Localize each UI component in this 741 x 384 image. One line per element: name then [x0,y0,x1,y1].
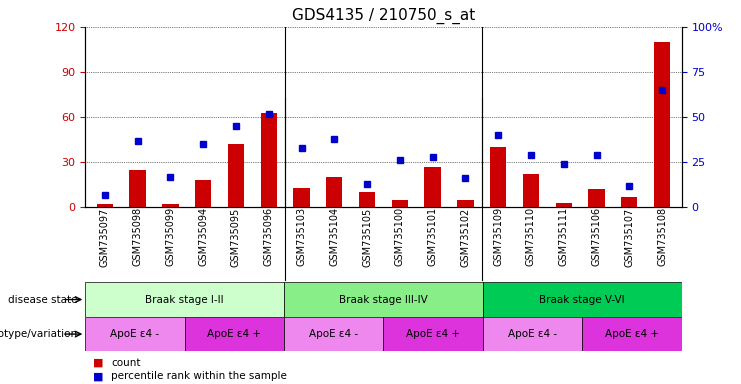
Text: GSM735102: GSM735102 [460,207,471,266]
Text: disease state: disease state [8,295,78,305]
Text: Braak stage III-IV: Braak stage III-IV [339,295,428,305]
Text: GSM735103: GSM735103 [296,207,307,266]
Bar [392,200,408,207]
Text: GSM735096: GSM735096 [264,207,273,266]
Text: GSM735104: GSM735104 [329,207,339,266]
Text: GSM735110: GSM735110 [526,207,536,266]
Title: GDS4135 / 210750_s_at: GDS4135 / 210750_s_at [292,8,475,24]
Text: Braak stage I-II: Braak stage I-II [145,295,224,305]
Bar [457,200,473,207]
Text: GSM735105: GSM735105 [362,207,372,266]
Text: GSM735100: GSM735100 [395,207,405,266]
Bar [293,188,310,207]
Text: ApoE ε4 +: ApoE ε4 + [207,329,262,339]
Bar [96,204,113,207]
Bar [261,113,277,207]
Text: GSM735094: GSM735094 [198,207,208,266]
Bar [425,167,441,207]
Text: GSM735097: GSM735097 [100,207,110,266]
Text: ApoE ε4 -: ApoE ε4 - [110,329,159,339]
Text: GSM735106: GSM735106 [591,207,602,266]
Bar [284,282,483,317]
Bar [195,180,211,207]
Text: genotype/variation: genotype/variation [0,329,78,339]
Text: GSM735099: GSM735099 [165,207,176,266]
Bar [359,192,375,207]
Bar [522,174,539,207]
Text: ApoE ε4 +: ApoE ε4 + [406,329,460,339]
Bar [162,204,179,207]
Bar [384,317,483,351]
Text: GSM735111: GSM735111 [559,207,569,266]
Bar [621,197,637,207]
Bar [85,317,185,351]
Bar [227,144,245,207]
Text: GSM735098: GSM735098 [133,207,143,266]
Bar [582,317,682,351]
Text: count: count [111,358,141,368]
Bar [130,170,146,207]
Text: ApoE ε4 +: ApoE ε4 + [605,329,659,339]
Bar [556,203,572,207]
Text: ApoE ε4 -: ApoE ε4 - [309,329,359,339]
Text: GSM735095: GSM735095 [231,207,241,266]
Bar [284,317,384,351]
Text: GSM735107: GSM735107 [624,207,634,266]
Bar [326,177,342,207]
Text: Braak stage V-VI: Braak stage V-VI [539,295,625,305]
Text: ■: ■ [93,371,103,381]
Text: percentile rank within the sample: percentile rank within the sample [111,371,287,381]
Bar [588,189,605,207]
Bar [490,147,506,207]
Bar [483,282,682,317]
Bar [85,282,284,317]
Text: GSM735109: GSM735109 [494,207,503,266]
Bar [483,317,582,351]
Bar [185,317,284,351]
Text: GSM735108: GSM735108 [657,207,667,266]
Text: ■: ■ [93,358,103,368]
Text: ApoE ε4 -: ApoE ε4 - [508,329,557,339]
Bar [654,42,671,207]
Text: GSM735101: GSM735101 [428,207,438,266]
